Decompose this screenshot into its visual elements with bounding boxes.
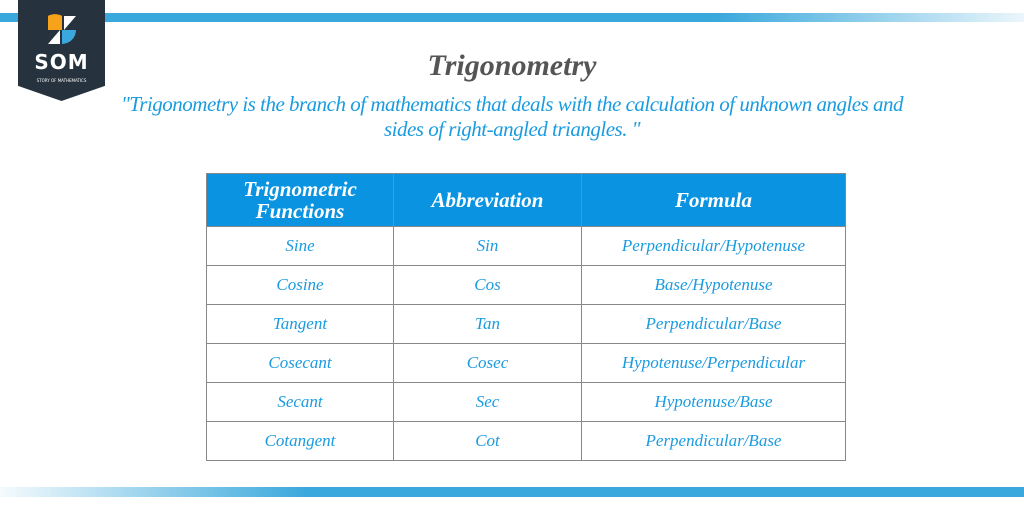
cell-function: Sine	[206, 226, 394, 266]
cell-formula: Base/Hypotenuse	[581, 265, 846, 305]
table-row: Cotangent Cot Perpendicular/Base	[206, 421, 846, 461]
table-row: Tangent Tan Perpendicular/Base	[206, 304, 846, 344]
logo-subtitle: STORY OF MATHEMATICS	[36, 78, 87, 83]
definition-quote: "Trigonometry is the branch of mathemati…	[120, 92, 904, 141]
table-body: Sine Sin Perpendicular/Hypotenuse Cosine Cos…	[206, 226, 846, 461]
table-row: Secant Sec Hypotenuse/Base	[206, 382, 846, 422]
cell-abbreviation: Cot	[393, 421, 582, 461]
cell-abbreviation: Cos	[393, 265, 582, 305]
page-title: Trigonometry	[427, 49, 597, 82]
cell-formula: Hypotenuse/Base	[581, 382, 846, 422]
cell-function: Cosecant	[206, 343, 394, 383]
logo-mark-icon	[48, 14, 76, 44]
table-row: Cosecant Cosec Hypotenuse/Perpendicular	[206, 343, 846, 383]
header-abbreviation: Abbreviation	[393, 173, 582, 227]
header-formula: Formula	[581, 173, 846, 227]
cell-function: Secant	[206, 382, 394, 422]
cell-abbreviation: Tan	[393, 304, 582, 344]
cell-function: Cotangent	[206, 421, 394, 461]
som-logo: SOM STORY OF MATHEMATICS	[18, 0, 105, 101]
cell-abbreviation: Cosec	[393, 343, 582, 383]
bottom-accent-bar	[0, 487, 1024, 497]
cell-abbreviation: Sec	[393, 382, 582, 422]
cell-function: Tangent	[206, 304, 394, 344]
cell-formula: Hypotenuse/Perpendicular	[581, 343, 846, 383]
top-accent-bar	[0, 13, 1024, 22]
cell-formula: Perpendicular/Hypotenuse	[581, 226, 846, 266]
cell-abbreviation: Sin	[393, 226, 582, 266]
cell-formula: Perpendicular/Base	[581, 421, 846, 461]
header-functions: Trignometric Functions	[206, 173, 394, 227]
cell-formula: Perpendicular/Base	[581, 304, 846, 344]
logo-text: SOM	[34, 50, 89, 74]
table-header-row: Trignometric Functions Abbreviation Form…	[206, 173, 846, 227]
table-row: Cosine Cos Base/Hypotenuse	[206, 265, 846, 305]
table-row: Sine Sin Perpendicular/Hypotenuse	[206, 226, 846, 266]
cell-function: Cosine	[206, 265, 394, 305]
trig-functions-table: Trignometric Functions Abbreviation Form…	[206, 173, 846, 461]
